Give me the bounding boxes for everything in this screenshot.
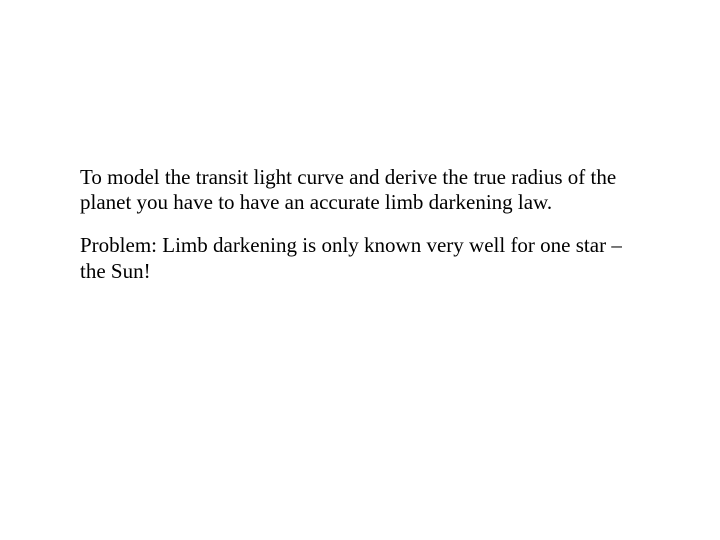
document-body: To model the transit light curve and der… [80, 165, 640, 302]
paragraph-1: To model the transit light curve and der… [80, 165, 640, 215]
paragraph-2: Problem: Limb darkening is only known ve… [80, 233, 640, 283]
